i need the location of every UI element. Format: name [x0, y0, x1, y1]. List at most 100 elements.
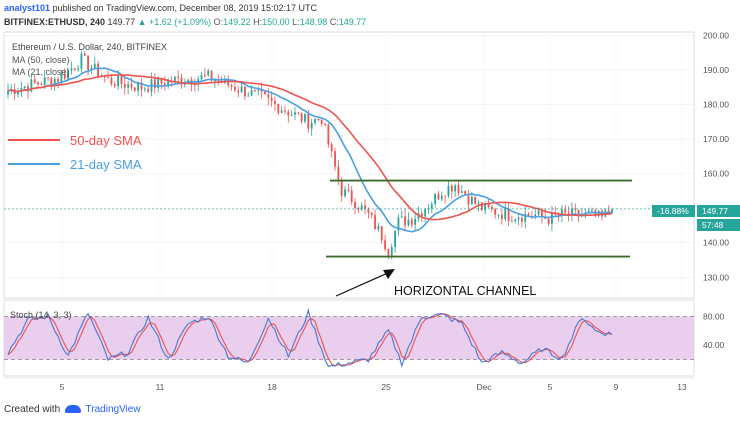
- candle-body: [7, 90, 9, 95]
- candle-body: [167, 80, 170, 87]
- candle-body: [480, 202, 483, 211]
- candle-body: [33, 79, 36, 83]
- candle-body: [380, 226, 383, 241]
- candle-body: [494, 208, 497, 215]
- candle-body: [454, 185, 457, 192]
- candle-body: [310, 122, 313, 129]
- candle-body: [287, 111, 290, 116]
- publish-info: published on TradingView.com, December 0…: [52, 3, 318, 13]
- open-value: 149.22: [223, 17, 251, 27]
- candle-body: [324, 124, 326, 126]
- candle-body: [517, 217, 520, 220]
- footer-text: Created with: [4, 404, 61, 415]
- price-axis[interactable]: 200.00190.00180.00170.00160.00150.00140.…: [703, 30, 729, 282]
- candle-body: [340, 179, 343, 197]
- candle-body: [387, 249, 390, 256]
- symbol-line: BITFINEX:ETHUSD, 240 149.77 ▲ +1.62 (+1.…: [4, 17, 366, 27]
- candle-body: [490, 206, 493, 209]
- price-tick-label: 200.00: [703, 30, 729, 40]
- candle-body: [17, 91, 19, 95]
- candle-body: [430, 204, 433, 209]
- price-tag: [697, 205, 740, 217]
- price-change: ▲ +1.62 (+1.09%): [137, 17, 212, 27]
- time-tick-label: 9: [614, 382, 619, 392]
- candle-body: [257, 89, 260, 91]
- candle-body: [120, 75, 123, 84]
- sma50-annotation: 50-day SMA: [70, 133, 142, 148]
- candle-body: [507, 208, 510, 221]
- time-tick-label: Dec: [476, 382, 492, 392]
- legend-ma50: MA (50, close): [12, 55, 70, 65]
- candle-body: [390, 247, 393, 256]
- price-tick-label: 140.00: [703, 238, 729, 248]
- candle-body: [460, 191, 463, 193]
- candle-body: [510, 220, 513, 222]
- candle-body: [414, 218, 417, 225]
- candle-body: [527, 213, 530, 216]
- candle-body: [230, 85, 233, 87]
- candle-body: [157, 78, 160, 89]
- candle-body: [397, 217, 400, 231]
- candle-body: [207, 70, 210, 76]
- candle-body: [477, 202, 480, 204]
- candle-body: [537, 210, 540, 215]
- close-value: 149.77: [338, 17, 367, 27]
- candle-body: [574, 208, 577, 210]
- candle-body: [300, 113, 303, 122]
- pct-change-tag: [652, 205, 695, 217]
- candle-body: [424, 209, 427, 217]
- candle-body: [260, 89, 263, 92]
- candle-body: [564, 209, 567, 213]
- candle-body: [434, 193, 437, 205]
- candle-body: [347, 189, 350, 191]
- candle-body: [587, 211, 590, 213]
- candle-body: [447, 185, 450, 197]
- candle-body: [374, 215, 376, 230]
- candle-body: [591, 210, 593, 212]
- candle-body: [23, 86, 26, 89]
- candle-body: [143, 88, 146, 90]
- publish-line: analyst101 published on TradingView.com,…: [4, 3, 317, 13]
- candle-body: [53, 78, 56, 86]
- candle-body: [107, 77, 110, 79]
- candle-body: [464, 191, 467, 196]
- candle-body: [203, 75, 206, 77]
- footer-brand[interactable]: TradingView: [85, 404, 141, 415]
- candle-body: [180, 77, 183, 85]
- candle-body: [244, 86, 246, 97]
- candle-body: [377, 226, 380, 230]
- author-name[interactable]: analyst101: [4, 3, 51, 13]
- candle-body: [130, 83, 133, 88]
- candle-body: [160, 78, 163, 84]
- candle-body: [267, 94, 270, 98]
- sma21-annotation: 21-day SMA: [70, 157, 142, 172]
- candle-body: [237, 90, 240, 93]
- candle-body: [27, 86, 29, 92]
- candle-body: [357, 207, 360, 210]
- candle-body: [384, 240, 386, 250]
- candle-body: [73, 68, 76, 70]
- candle-body: [467, 195, 470, 205]
- candle-body: [317, 118, 320, 121]
- ma50-line: [7, 74, 613, 221]
- candle-body: [470, 196, 473, 205]
- candle-body: [210, 70, 213, 81]
- candle-body: [63, 74, 66, 79]
- candle-body: [254, 90, 256, 92]
- candle-body: [50, 78, 53, 86]
- candle-body: [274, 100, 276, 104]
- candle-body: [487, 203, 490, 207]
- footer: Created with TradingView: [4, 404, 141, 415]
- candle-body: [127, 83, 130, 88]
- candle-body: [43, 77, 46, 86]
- candle-body: [200, 75, 203, 80]
- candle-body: [234, 86, 236, 91]
- time-axis[interactable]: 5 11 18 25 Dec 5 9 13: [60, 382, 687, 392]
- candle-body: [247, 95, 250, 97]
- candle-body: [577, 209, 580, 217]
- candle-body: [561, 209, 563, 216]
- candle-body: [70, 68, 73, 71]
- ma21-line: [7, 67, 612, 233]
- candle-body: [484, 203, 487, 211]
